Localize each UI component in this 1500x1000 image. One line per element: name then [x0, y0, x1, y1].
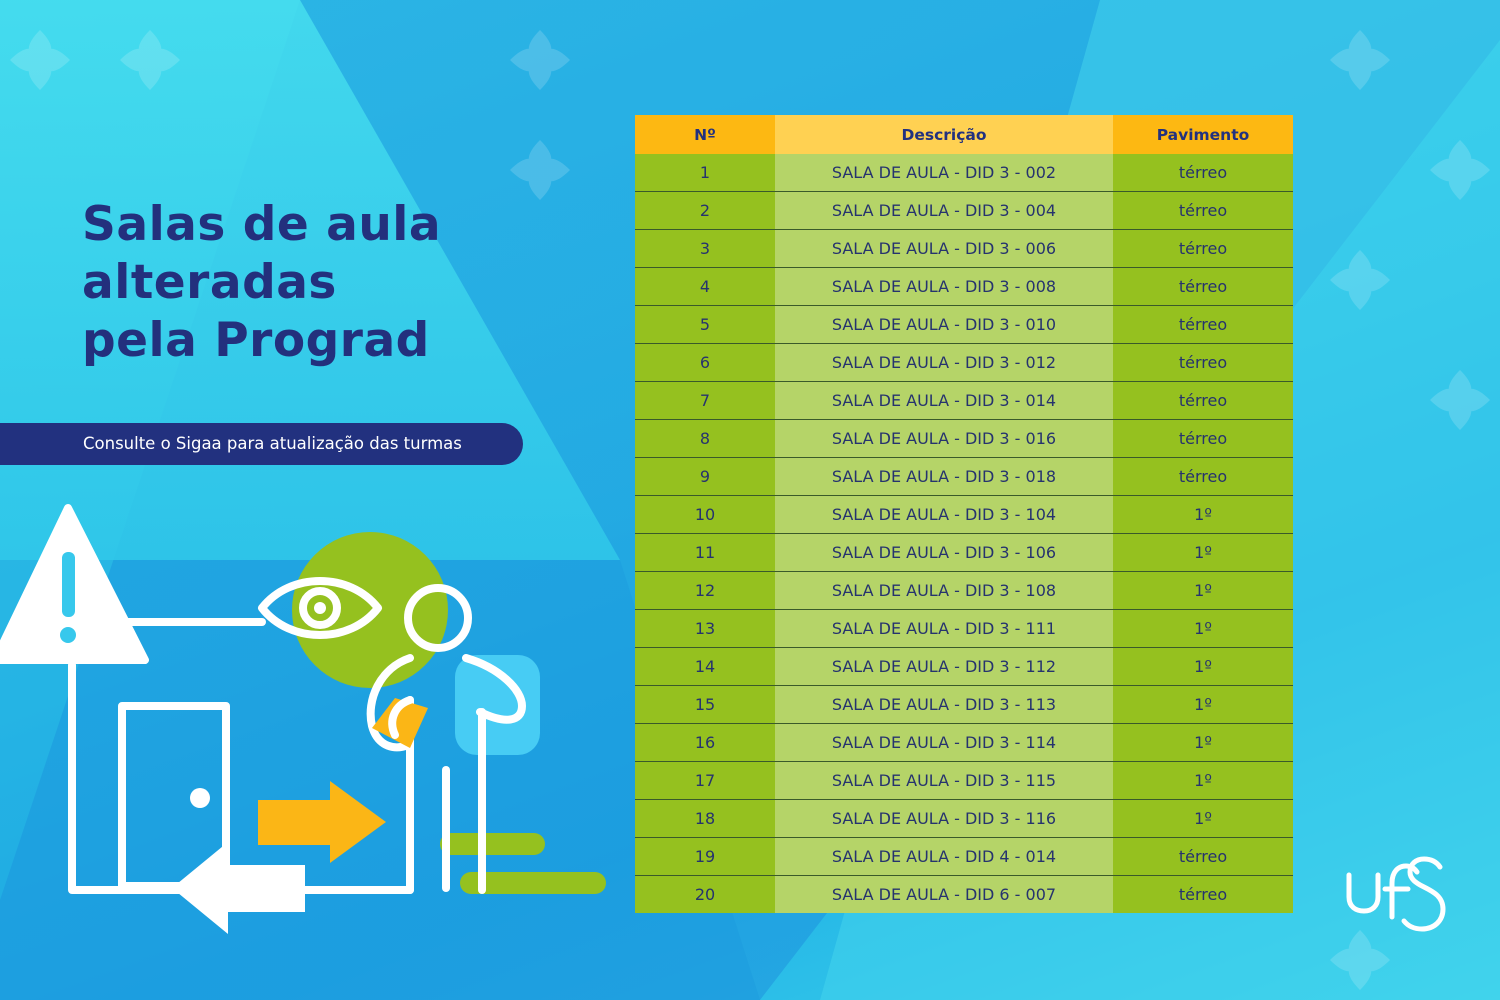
table-row: 14 SALA DE AULA - DID 3 - 112 1º: [635, 647, 1293, 686]
cell-floor: 1º: [1113, 761, 1293, 800]
table-row: 17 SALA DE AULA - DID 3 - 115 1º: [635, 761, 1293, 800]
cell-number: 11: [635, 533, 775, 572]
cell-description: SALA DE AULA - DID 3 - 113: [775, 685, 1113, 724]
table-row: 10 SALA DE AULA - DID 3 - 104 1º: [635, 495, 1293, 534]
arrow-right-icon: [258, 781, 386, 863]
cell-floor: térreo: [1113, 343, 1293, 382]
cell-number: 3: [635, 229, 775, 268]
cell-floor: 1º: [1113, 495, 1293, 534]
cell-number: 1: [635, 154, 775, 192]
table-row: 5 SALA DE AULA - DID 3 - 010 térreo: [635, 305, 1293, 344]
cell-description: SALA DE AULA - DID 3 - 116: [775, 799, 1113, 838]
table-row: 16 SALA DE AULA - DID 3 - 114 1º: [635, 723, 1293, 762]
cell-floor: térreo: [1113, 154, 1293, 192]
cell-floor: 1º: [1113, 533, 1293, 572]
cell-description: SALA DE AULA - DID 3 - 002: [775, 154, 1113, 192]
table-row: 11 SALA DE AULA - DID 3 - 106 1º: [635, 533, 1293, 572]
rooms-table: Nº Descrição Pavimento 1 SALA DE AULA - D…: [635, 115, 1293, 913]
cell-floor: 1º: [1113, 685, 1293, 724]
cell-floor: térreo: [1113, 267, 1293, 306]
table-row: 9 SALA DE AULA - DID 3 - 018 térreo: [635, 457, 1293, 496]
cell-description: SALA DE AULA - DID 3 - 018: [775, 457, 1113, 496]
cell-number: 16: [635, 723, 775, 762]
cell-description: SALA DE AULA - DID 3 - 014: [775, 381, 1113, 420]
cell-description: SALA DE AULA - DID 3 - 010: [775, 305, 1113, 344]
ufs-logo: [1346, 856, 1446, 932]
cell-description: SALA DE AULA - DID 6 - 007: [775, 875, 1113, 913]
table-row: 6 SALA DE AULA - DID 3 - 012 térreo: [635, 343, 1293, 382]
blue-panel-shape: [455, 655, 540, 755]
cell-number: 18: [635, 799, 775, 838]
cell-number: 10: [635, 495, 775, 534]
table-row: 4 SALA DE AULA - DID 3 - 008 térreo: [635, 267, 1293, 306]
cell-description: SALA DE AULA - DID 3 - 114: [775, 723, 1113, 762]
table-row: 19 SALA DE AULA - DID 4 - 014 térreo: [635, 837, 1293, 876]
warning-icon: [0, 504, 149, 664]
cell-floor: térreo: [1113, 419, 1293, 458]
arrow-left-icon: [172, 842, 305, 934]
cell-description: SALA DE AULA - DID 3 - 111: [775, 609, 1113, 648]
table-row: 7 SALA DE AULA - DID 3 - 014 térreo: [635, 381, 1293, 420]
cell-description: SALA DE AULA - DID 3 - 104: [775, 495, 1113, 534]
cell-floor: 1º: [1113, 799, 1293, 838]
cell-number: 7: [635, 381, 775, 420]
cell-floor: térreo: [1113, 229, 1293, 268]
cell-number: 6: [635, 343, 775, 382]
table-row: 18 SALA DE AULA - DID 3 - 116 1º: [635, 799, 1293, 838]
folder-icon: [372, 698, 428, 748]
cell-number: 20: [635, 875, 775, 913]
table-header-row: Nº Descrição Pavimento: [635, 115, 1293, 154]
cell-number: 5: [635, 305, 775, 344]
table-row: 20 SALA DE AULA - DID 6 - 007 térreo: [635, 875, 1293, 913]
door-icon: [118, 702, 230, 890]
cell-description: SALA DE AULA - DID 3 - 106: [775, 533, 1113, 572]
table-row: 3 SALA DE AULA - DID 3 - 006 térreo: [635, 229, 1293, 268]
cell-description: SALA DE AULA - DID 3 - 112: [775, 647, 1113, 686]
page-title: Salas de aula alteradas pela Prograd: [82, 197, 442, 368]
cell-floor: térreo: [1113, 457, 1293, 496]
cell-number: 9: [635, 457, 775, 496]
cell-floor: térreo: [1113, 381, 1293, 420]
table-row: 2 SALA DE AULA - DID 3 - 004 térreo: [635, 191, 1293, 230]
table-row: 15 SALA DE AULA - DID 3 - 113 1º: [635, 685, 1293, 724]
cell-number: 13: [635, 609, 775, 648]
cell-number: 19: [635, 837, 775, 876]
cell-description: SALA DE AULA - DID 4 - 014: [775, 837, 1113, 876]
cell-description: SALA DE AULA - DID 3 - 108: [775, 571, 1113, 610]
cell-description: SALA DE AULA - DID 3 - 004: [775, 191, 1113, 230]
cell-number: 14: [635, 647, 775, 686]
cell-number: 12: [635, 571, 775, 610]
cell-floor: térreo: [1113, 837, 1293, 876]
table-row: 1 SALA DE AULA - DID 3 - 002 térreo: [635, 154, 1293, 192]
cell-floor: 1º: [1113, 647, 1293, 686]
cell-floor: 1º: [1113, 723, 1293, 762]
cell-number: 17: [635, 761, 775, 800]
cell-description: SALA DE AULA - DID 3 - 016: [775, 419, 1113, 458]
cell-floor: térreo: [1113, 191, 1293, 230]
cell-number: 15: [635, 685, 775, 724]
cell-floor: 1º: [1113, 571, 1293, 610]
cell-number: 2: [635, 191, 775, 230]
cell-description: SALA DE AULA - DID 3 - 012: [775, 343, 1113, 382]
cell-number: 4: [635, 267, 775, 306]
cell-floor: 1º: [1113, 609, 1293, 648]
cell-floor: térreo: [1113, 305, 1293, 344]
column-header-description: Descrição: [775, 115, 1113, 154]
table-row: 12 SALA DE AULA - DID 3 - 108 1º: [635, 571, 1293, 610]
cell-description: SALA DE AULA - DID 3 - 008: [775, 267, 1113, 306]
cell-floor: térreo: [1113, 875, 1293, 913]
illustration: [0, 504, 606, 934]
eye-icon: [258, 577, 382, 639]
table-row: 8 SALA DE AULA - DID 3 - 016 térreo: [635, 419, 1293, 458]
table-row: 13 SALA DE AULA - DID 3 - 111 1º: [635, 609, 1293, 648]
column-header-number: Nº: [635, 115, 775, 154]
column-header-floor: Pavimento: [1113, 115, 1293, 154]
cell-description: SALA DE AULA - DID 3 - 006: [775, 229, 1113, 268]
cell-description: SALA DE AULA - DID 3 - 115: [775, 761, 1113, 800]
subtitle-banner: Consulte o Sigaa para atualização das tu…: [0, 423, 523, 465]
cell-number: 8: [635, 419, 775, 458]
green-circle-shape: [292, 532, 448, 688]
